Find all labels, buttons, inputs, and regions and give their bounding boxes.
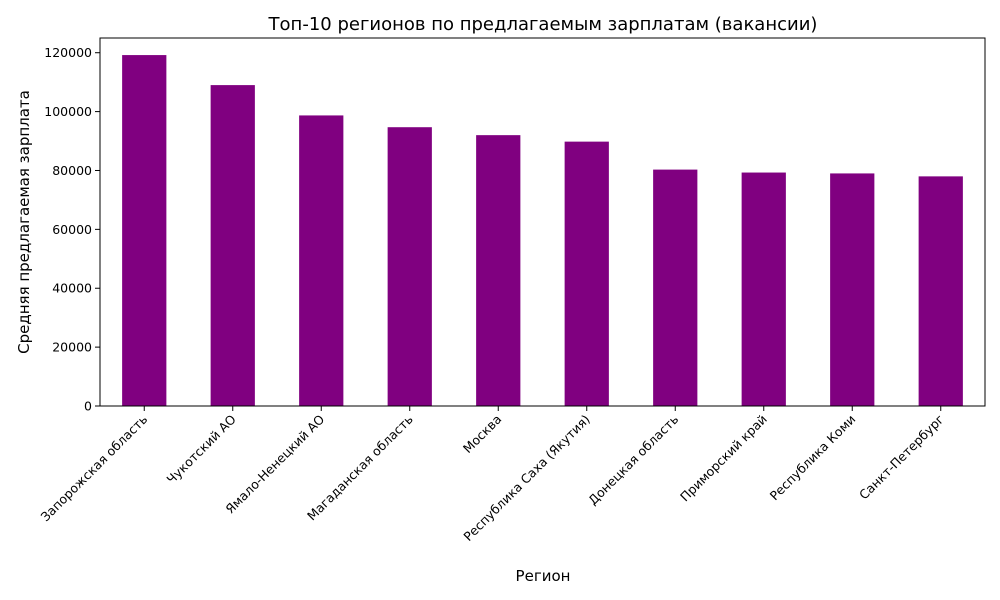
plot-frame	[99, 37, 986, 407]
y-axis-label: Средняя предлагаемая зарплата	[15, 90, 33, 354]
bar-7	[653, 169, 698, 406]
x-tick-label-9: Республика Коми	[767, 412, 859, 504]
bar-6	[564, 141, 609, 407]
y-tick-label-2: 20000	[52, 340, 92, 355]
x-tick-label-8: Приморский край	[677, 412, 770, 505]
y-axis: 0 20000 40000 60000 80000 100000 120000	[44, 45, 100, 414]
bar-10	[918, 176, 963, 406]
y-tick-label-4: 60000	[52, 222, 92, 237]
y-tick-label-3: 40000	[52, 281, 92, 296]
bar-8	[741, 172, 786, 406]
chart-title: Топ-10 регионов по предлагаемым зарплата…	[268, 14, 818, 35]
bar-2	[210, 85, 255, 406]
bar-4	[387, 127, 432, 407]
x-tick-label-1: Запорожская область	[38, 412, 151, 525]
bar-5	[476, 135, 521, 407]
y-tick-label-1: 0	[84, 399, 92, 414]
bar-3	[299, 115, 344, 407]
bar-9	[830, 173, 875, 406]
x-axis: Запорожская область Чукотский АОЯмало-Нен…	[38, 406, 947, 544]
x-tick-label-7: Донецкая область	[585, 412, 681, 508]
x-tick-label-10: Санкт-Петербург	[856, 412, 947, 503]
x-tick-label-2: Чукотский АО	[164, 411, 239, 486]
y-tick-label-7: 120000	[44, 45, 92, 60]
x-tick-label-3: Ямало-Ненецкий АО	[222, 411, 327, 516]
x-axis-label: Регион	[516, 567, 571, 585]
bar-1	[122, 55, 167, 407]
y-tick-label-6: 100000	[44, 104, 92, 119]
x-tick-label-5: Москва	[460, 412, 504, 456]
y-tick-label-5: 80000	[52, 163, 92, 178]
bars-group	[122, 55, 963, 407]
